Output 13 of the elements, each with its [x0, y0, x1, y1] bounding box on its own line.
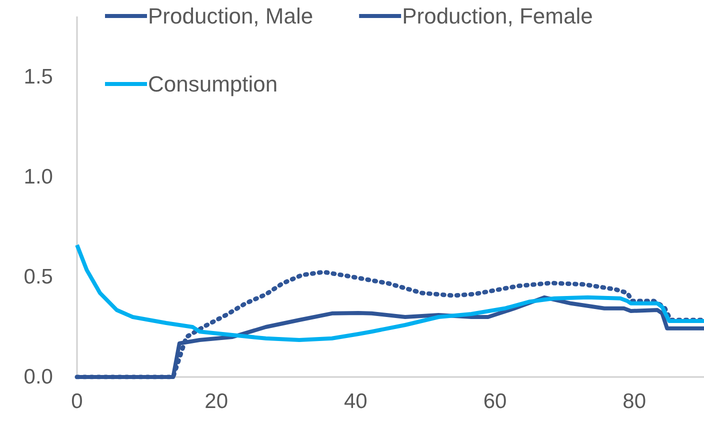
y-tick-label: 1.0 [24, 166, 53, 188]
line-series [75, 243, 704, 342]
x-tick-label: 0 [71, 390, 83, 413]
x-tick-label: 40 [344, 390, 368, 413]
legend-label: Production, Female [402, 4, 593, 28]
y-tick-label: 1.5 [24, 66, 53, 88]
y-tick-label: 0.0 [24, 366, 53, 388]
y-tick-label: 0.5 [24, 266, 53, 288]
legend-label: Consumption [148, 72, 278, 96]
x-tick-label: 20 [204, 390, 228, 413]
x-tick-label: 80 [622, 390, 646, 413]
legend-label: Production, Male [148, 4, 314, 28]
x-tick-label: 60 [483, 390, 507, 413]
